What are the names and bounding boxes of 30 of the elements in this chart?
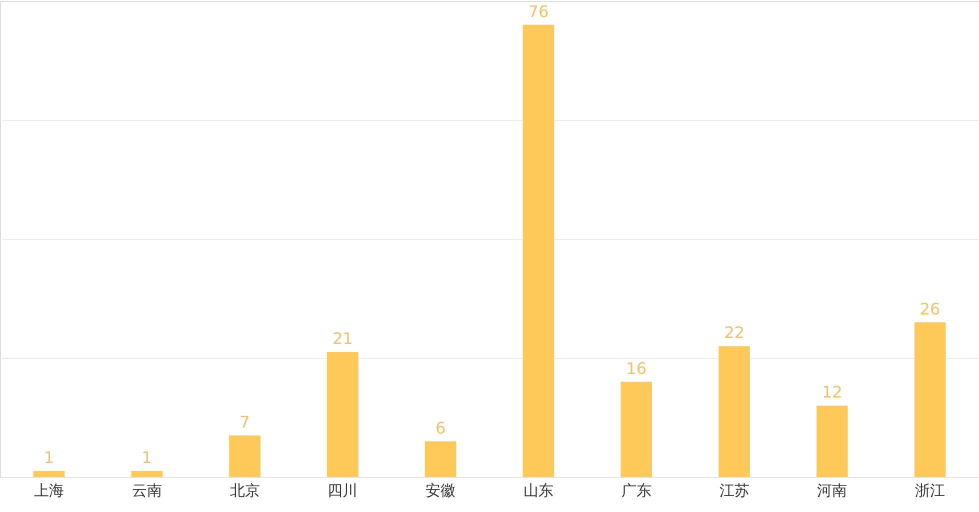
bar: [620, 382, 652, 477]
bar: [33, 471, 65, 477]
x-tick-label: 四川: [328, 482, 358, 500]
data-label: 1: [44, 448, 54, 468]
data-label: 6: [435, 418, 446, 438]
x-tick-label: 山东: [523, 482, 554, 500]
bar: [914, 322, 946, 477]
data-label: 76: [528, 2, 549, 21]
x-tick-label: 安徽: [426, 482, 456, 500]
x-tick-label: 广东: [621, 482, 652, 500]
bar: [522, 24, 554, 477]
x-tick-label: 河南: [817, 482, 848, 500]
data-label: 7: [240, 412, 250, 432]
bar: [816, 406, 848, 477]
bar: [131, 471, 163, 477]
x-tick-label: 云南: [132, 482, 162, 500]
x-tick-label: 浙江: [915, 482, 946, 500]
data-label: 16: [626, 358, 647, 378]
data-label: 22: [724, 323, 744, 342]
bar: [424, 441, 456, 477]
x-tick-label: 上海: [34, 482, 64, 500]
data-label: 12: [822, 382, 842, 402]
bar: [229, 435, 260, 477]
bar: [718, 346, 750, 477]
bar: [326, 352, 358, 477]
x-tick-label: 江苏: [719, 482, 750, 500]
data-label: 26: [920, 299, 940, 318]
data-label: 21: [332, 329, 353, 348]
data-label: 1: [142, 448, 152, 468]
x-tick-label: 北京: [230, 482, 260, 500]
